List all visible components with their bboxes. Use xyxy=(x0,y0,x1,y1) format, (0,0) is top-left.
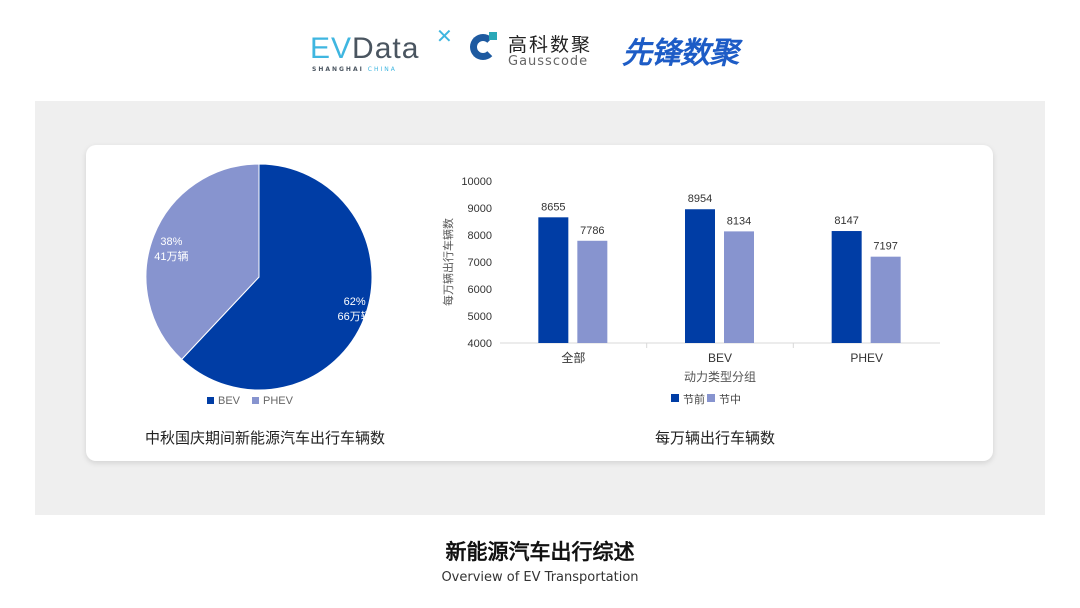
y-tick-label: 5000 xyxy=(468,311,492,323)
bar-legend-label: 节前 xyxy=(683,392,705,406)
bar-data-label: 7786 xyxy=(580,225,604,237)
bar-节中-全部 xyxy=(577,240,608,343)
bar-data-label: 8134 xyxy=(727,215,751,227)
pie-legend-label: PHEV xyxy=(263,395,294,407)
bar-legend-label: 节中 xyxy=(719,393,741,406)
bar-节前-PHEV xyxy=(831,231,862,343)
evdata-logo-data: Data xyxy=(352,32,420,65)
y-tick-label: 9000 xyxy=(468,203,492,215)
bar-节中-PHEV xyxy=(870,256,901,343)
pie-legend-swatch xyxy=(252,397,259,404)
gausscode-square-icon xyxy=(489,32,497,40)
bar-data-label: 8147 xyxy=(834,215,858,227)
gausscode-mark-icon xyxy=(470,34,496,60)
gausscode-en: Gausscode xyxy=(508,54,589,69)
y-tick-label: 6000 xyxy=(468,284,492,296)
bar-legend-swatch xyxy=(707,394,715,402)
pie-slice-bev xyxy=(180,163,373,391)
bar-节中-BEV xyxy=(724,231,754,343)
page-subtitle: Overview of EV Transportation xyxy=(441,570,639,585)
pie-slice-phev xyxy=(145,163,260,361)
y-tick-label: 7000 xyxy=(468,257,492,269)
bar-data-label: 8954 xyxy=(688,193,712,205)
gausscode-cn: 高科数聚 xyxy=(508,34,593,56)
pie-legend-label: BEV xyxy=(218,395,241,407)
x-tick-label: 全部 xyxy=(561,350,585,365)
evdata-tagline: SHANGHAI CHINA xyxy=(312,66,397,73)
y-tick-label: 4000 xyxy=(468,338,492,350)
pie-label-percent: 38% xyxy=(160,236,182,248)
xianfeng-logo: 先锋数聚 xyxy=(622,36,739,71)
bar-节前-全部 xyxy=(538,217,569,343)
x-tick-label: BEV xyxy=(708,351,732,365)
evdata-logo: EVData ✕ xyxy=(310,26,453,66)
logo-bar: EVData ✕ SHANGHAI CHINA 高科数聚 Gausscode 先锋… xyxy=(0,26,1080,76)
y-tick-label: 8000 xyxy=(468,230,492,242)
evdata-logo-ev: EV xyxy=(310,32,353,65)
pie-label-percent: 62% xyxy=(344,296,366,308)
x-tick-label: PHEV xyxy=(850,351,883,365)
y-axis-title: 每万辆出行车辆数 xyxy=(441,218,455,306)
page-title: 新能源汽车出行综述 xyxy=(445,540,635,564)
pie-legend-swatch xyxy=(207,397,214,404)
x-axis-title: 动力类型分组 xyxy=(684,370,756,384)
bar-chart-title: 每万辆出行车辆数 xyxy=(655,429,776,447)
bar-legend-swatch xyxy=(671,394,679,402)
pie-chart-title: 中秋国庆期间新能源汽车出行车辆数 xyxy=(145,429,386,447)
x-mark-icon: ✕ xyxy=(436,26,454,48)
y-tick-label: 10000 xyxy=(461,176,492,188)
bar-data-label: 7197 xyxy=(873,241,897,253)
bar-节前-BEV xyxy=(685,209,715,343)
tagline-b: CHINA xyxy=(367,66,397,73)
pie-label-value: 41万辆 xyxy=(154,249,188,263)
pie-label-value: 66万辆 xyxy=(338,309,372,323)
bar-data-label: 8655 xyxy=(541,201,565,213)
tagline-a: SHANGHAI xyxy=(312,66,364,73)
